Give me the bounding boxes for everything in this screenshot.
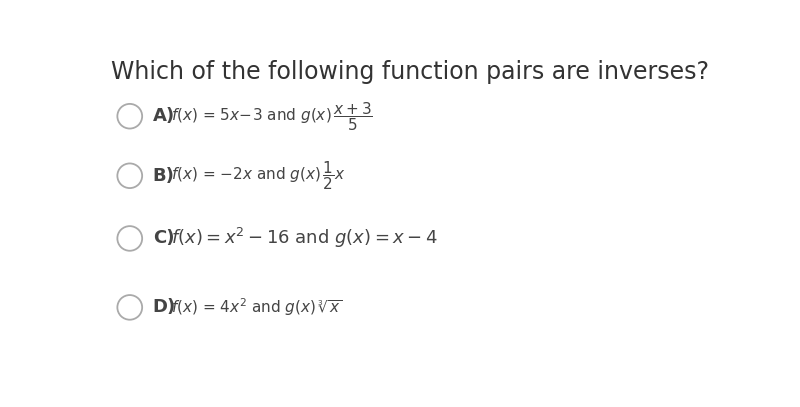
Text: C): C) — [153, 230, 174, 247]
Text: D): D) — [153, 298, 176, 316]
Text: $f(x)$ = $4x^2$ and $g(x)\,\sqrt[3]{x}$: $f(x)$ = $4x^2$ and $g(x)\,\sqrt[3]{x}$ — [171, 297, 342, 318]
Text: $f(x)$ = 5$x\!-\!3$ and $g(x)\,\dfrac{x+3}{5}$: $f(x)$ = 5$x\!-\!3$ and $g(x)\,\dfrac{x+… — [171, 100, 373, 133]
Text: B): B) — [153, 167, 174, 185]
Text: A): A) — [153, 107, 175, 125]
Text: $f(x)$ = $-2x$ and $g(x)\,\dfrac{1}{2}x$: $f(x)$ = $-2x$ and $g(x)\,\dfrac{1}{2}x$ — [171, 160, 346, 192]
Text: $f(x) = x^2 - 16$ and $g(x) = x - 4$: $f(x) = x^2 - 16$ and $g(x) = x - 4$ — [171, 226, 438, 250]
Text: Which of the following function pairs are inverses?: Which of the following function pairs ar… — [111, 60, 709, 84]
